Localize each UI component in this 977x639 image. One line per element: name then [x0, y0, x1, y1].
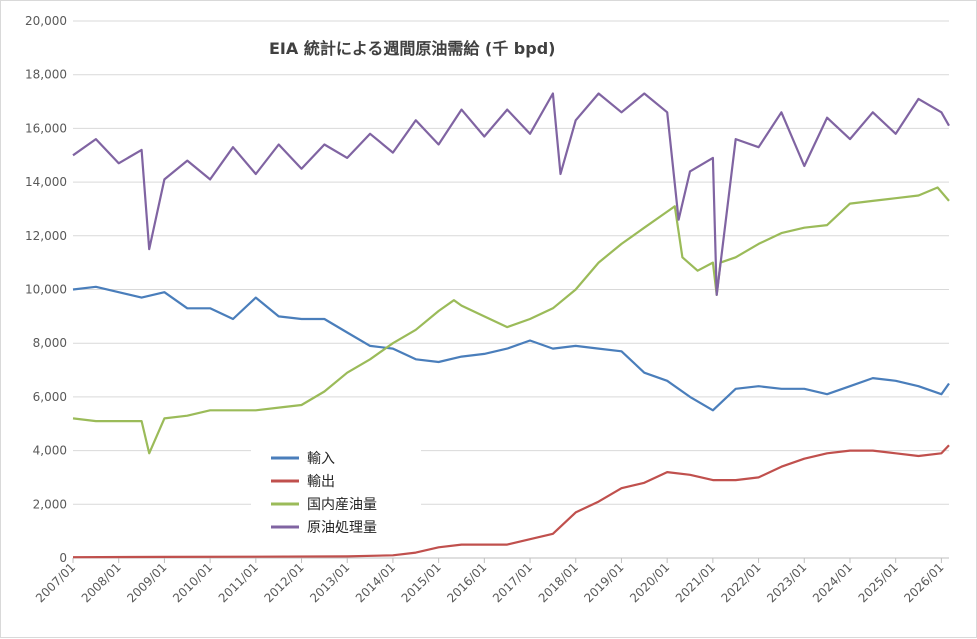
x-tick-label: 2023/01 — [764, 560, 809, 605]
x-tick-label: 2021/01 — [673, 560, 718, 605]
x-tick-label: 2024/01 — [810, 560, 855, 605]
x-tick-label: 2014/01 — [353, 560, 398, 605]
x-tick-label: 2017/01 — [490, 560, 535, 605]
x-tick-label: 2026/01 — [901, 560, 946, 605]
x-tick-label: 2015/01 — [399, 560, 444, 605]
series-line-2 — [72, 186, 950, 455]
y-tick-label: 4,000 — [33, 444, 67, 458]
x-tick-label: 2022/01 — [719, 560, 764, 605]
x-tick-label: 2009/01 — [124, 560, 169, 605]
x-tick-label: 2020/01 — [627, 560, 672, 605]
axes: 0 2,000 4,000 6,000 8,000 10,000 12,000 14,000 1… — [25, 14, 949, 605]
x-tick-label: 2007/01 — [33, 560, 78, 605]
x-tick-label: 2011/01 — [216, 560, 261, 605]
y-tick-label: 10,000 — [25, 283, 67, 297]
y-tick-label: 0 — [59, 551, 67, 565]
y-tick-label: 18,000 — [25, 68, 67, 82]
legend-box — [251, 446, 421, 546]
x-tick-label: 2010/01 — [170, 560, 215, 605]
y-tick-label: 2,000 — [33, 497, 67, 511]
gridlines — [73, 20, 949, 559]
x-tick-label: 2012/01 — [261, 560, 306, 605]
x-tick-label: 2019/01 — [581, 560, 626, 605]
x-tick-label: 2008/01 — [79, 560, 124, 605]
legend-label: 原油処理量 — [307, 520, 377, 536]
chart-title: EIA 統計による週間原油需給 (千 bpd) — [269, 39, 555, 58]
y-tick-label: 20,000 — [25, 14, 67, 28]
x-tick-label: 2018/01 — [536, 560, 581, 605]
y-tick-label: 6,000 — [33, 390, 67, 404]
legend-label: 輸出 — [307, 474, 335, 490]
x-tick-label: 2025/01 — [856, 560, 901, 605]
legend-label: 輸入 — [307, 451, 335, 467]
y-tick-label: 8,000 — [33, 336, 67, 350]
series-line-1 — [72, 444, 950, 559]
series-line-3 — [72, 92, 950, 296]
series-line-0 — [72, 285, 950, 412]
x-tick-label: 2016/01 — [444, 560, 489, 605]
x-tick-label: 2013/01 — [307, 560, 352, 605]
y-tick-label: 14,000 — [25, 175, 67, 189]
y-tick-label: 12,000 — [25, 229, 67, 243]
y-tick-label: 16,000 — [25, 121, 67, 135]
legend-label: 国内産油量 — [307, 497, 377, 513]
series-lines — [72, 92, 950, 559]
